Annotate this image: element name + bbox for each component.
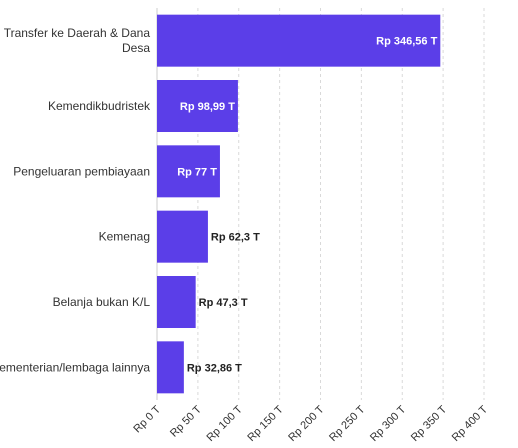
category-label: Belanja bukan K/L bbox=[53, 295, 151, 309]
gridlines bbox=[156, 8, 485, 400]
bar bbox=[157, 145, 220, 198]
x-tick-label: Rp 150 T bbox=[245, 403, 286, 444]
value-label: Rp 32,86 T bbox=[187, 362, 242, 374]
value-label: Rp 62,3 T bbox=[211, 232, 260, 244]
value-label: Rp 98,99 T bbox=[180, 101, 235, 113]
bars bbox=[157, 14, 441, 394]
value-label: Rp 77 T bbox=[177, 166, 217, 178]
bar bbox=[157, 80, 238, 132]
category-label: Kemendikbudristek bbox=[48, 99, 151, 113]
bar bbox=[157, 210, 208, 263]
labels: Rp 0 T Rp 50 T Rp 100 T Rp 150 T Rp 200 T Rp … bbox=[0, 26, 490, 444]
x-tick-label: Rp 50 T bbox=[168, 403, 204, 439]
category-label: Pengeluaran pembiayaan bbox=[13, 164, 150, 178]
bar bbox=[157, 341, 184, 394]
value-label: Rp 47,3 T bbox=[199, 297, 248, 309]
category-label: Transfer ke Daerah & Dana bbox=[4, 26, 151, 40]
category-label: Desa bbox=[122, 41, 150, 55]
bar bbox=[157, 276, 196, 328]
x-tick-label: Rp 400 T bbox=[450, 403, 491, 444]
bar bbox=[157, 14, 441, 67]
x-tick-label: Rp 0 T bbox=[131, 403, 163, 435]
value-label: Rp 346,56 T bbox=[376, 36, 437, 48]
category-label: Kemenag bbox=[99, 230, 150, 244]
x-tick-label: Rp 200 T bbox=[286, 403, 327, 444]
x-tick-label: Rp 350 T bbox=[409, 403, 450, 444]
category-label: Kementerian/lembaga lainnya bbox=[0, 360, 150, 374]
x-tick-label: Rp 250 T bbox=[327, 403, 368, 444]
x-tick-label: Rp 300 T bbox=[368, 403, 409, 444]
x-tick-label: Rp 100 T bbox=[205, 403, 246, 444]
